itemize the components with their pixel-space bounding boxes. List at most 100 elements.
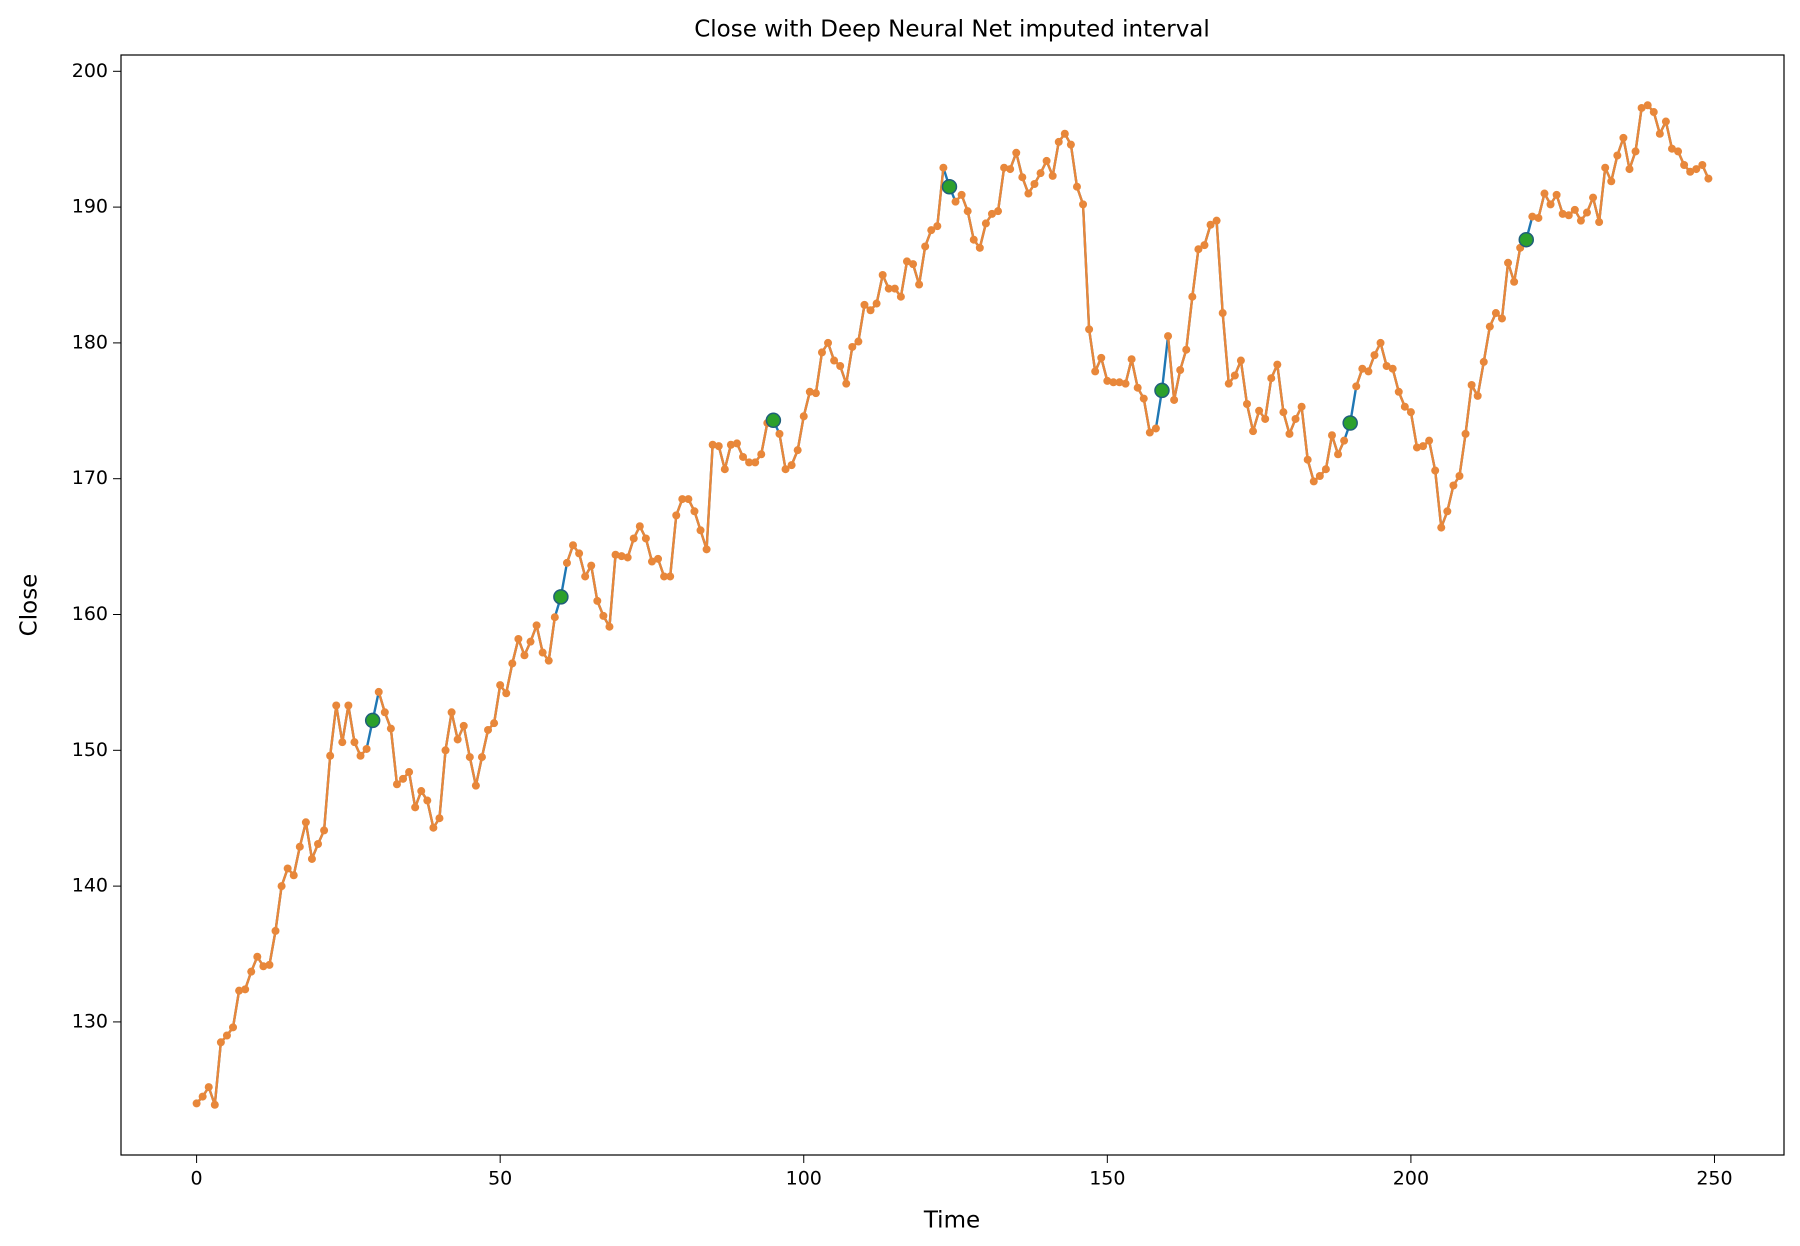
point xyxy=(726,440,735,449)
point xyxy=(1279,408,1288,417)
x-tick-label: 200 xyxy=(1393,1168,1429,1190)
point xyxy=(1528,212,1537,221)
point xyxy=(1133,383,1142,392)
point xyxy=(1030,180,1039,189)
point xyxy=(222,1031,231,1040)
point xyxy=(1182,345,1191,354)
point xyxy=(575,549,584,558)
point xyxy=(660,572,669,581)
point xyxy=(678,495,687,504)
point xyxy=(277,882,286,891)
point xyxy=(1151,424,1160,433)
point xyxy=(793,446,802,455)
point xyxy=(939,163,948,172)
imputed-point xyxy=(765,412,782,429)
point xyxy=(538,648,547,657)
point xyxy=(854,337,863,346)
point xyxy=(1552,190,1561,199)
imputed-point xyxy=(1342,415,1358,431)
point xyxy=(1637,103,1646,112)
point xyxy=(1400,402,1409,411)
y-tick-label: 150 xyxy=(72,739,108,761)
y-tick-label: 180 xyxy=(72,331,108,353)
point xyxy=(666,572,675,581)
point xyxy=(471,781,480,790)
point xyxy=(878,271,887,279)
point xyxy=(1036,169,1045,178)
point xyxy=(1649,108,1658,117)
point xyxy=(1273,360,1282,369)
point xyxy=(192,1099,201,1108)
point xyxy=(1048,171,1057,180)
line xyxy=(1166,219,1346,483)
point xyxy=(356,751,365,760)
point xyxy=(210,1100,219,1109)
point xyxy=(338,738,347,747)
point xyxy=(1072,182,1081,191)
point xyxy=(344,701,353,710)
point xyxy=(1692,165,1701,174)
point xyxy=(902,257,911,266)
point xyxy=(587,561,596,570)
point xyxy=(1704,174,1713,183)
point xyxy=(520,651,529,660)
point xyxy=(1443,507,1452,516)
point xyxy=(1455,471,1464,480)
point xyxy=(654,554,663,563)
point xyxy=(1079,200,1088,209)
point xyxy=(1085,325,1094,334)
point xyxy=(1437,523,1446,532)
point xyxy=(848,342,857,351)
point xyxy=(1406,408,1415,417)
point xyxy=(1388,364,1397,373)
point xyxy=(1224,379,1233,388)
point xyxy=(921,242,930,251)
point xyxy=(757,450,766,459)
point xyxy=(1194,245,1203,254)
point xyxy=(502,689,511,698)
point xyxy=(751,458,760,467)
point xyxy=(1291,414,1300,423)
point xyxy=(289,871,298,880)
x-tick-label: 50 xyxy=(488,1168,512,1190)
imputed-point xyxy=(553,589,569,605)
point xyxy=(915,280,924,289)
point xyxy=(1042,156,1051,165)
point xyxy=(799,412,808,421)
point xyxy=(1236,356,1245,365)
point xyxy=(459,721,468,730)
point xyxy=(1364,367,1373,376)
point xyxy=(1006,165,1015,174)
point xyxy=(884,284,893,293)
point xyxy=(690,507,699,516)
point xyxy=(860,300,869,309)
point xyxy=(1467,381,1476,389)
point xyxy=(435,814,444,823)
point xyxy=(1473,391,1482,400)
point xyxy=(817,348,826,357)
point xyxy=(441,746,450,755)
point xyxy=(1145,428,1154,437)
point xyxy=(484,725,493,734)
point xyxy=(1491,309,1500,318)
point xyxy=(423,796,432,805)
point xyxy=(1394,387,1403,396)
point xyxy=(1000,163,1009,172)
point xyxy=(963,207,972,216)
point xyxy=(1212,216,1221,225)
point xyxy=(1170,395,1179,404)
point xyxy=(605,622,614,631)
point xyxy=(569,541,578,550)
line xyxy=(565,422,769,628)
point xyxy=(259,962,268,971)
point xyxy=(326,751,335,760)
point xyxy=(1309,477,1318,486)
point xyxy=(1655,129,1664,138)
point xyxy=(1115,378,1124,387)
point xyxy=(641,534,650,543)
line xyxy=(195,104,1710,1106)
point xyxy=(1558,209,1567,218)
point xyxy=(1164,332,1173,341)
point xyxy=(508,659,517,668)
